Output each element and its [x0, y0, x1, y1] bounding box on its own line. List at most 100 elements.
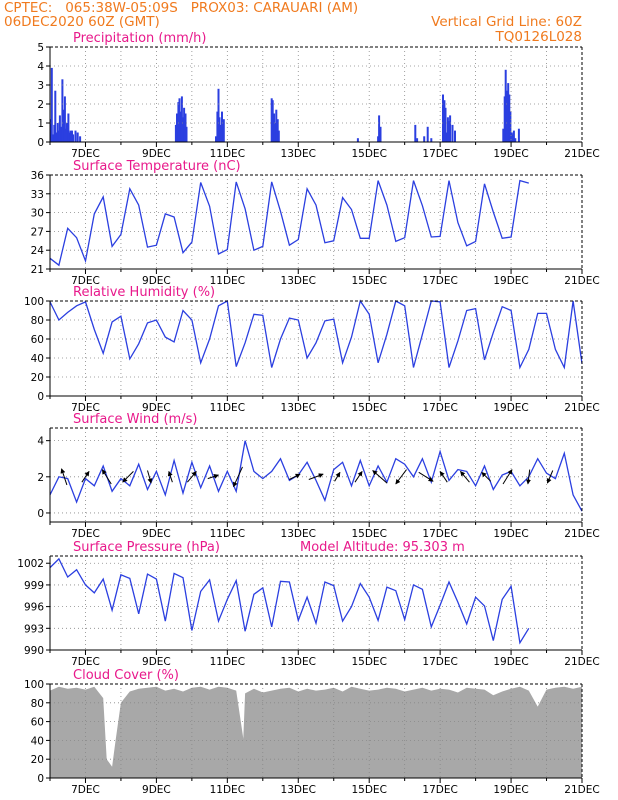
precip-bar [74, 130, 77, 142]
precip-bar [356, 138, 359, 142]
precip-bar [426, 126, 429, 142]
run-code: TQ0126L028 [495, 29, 582, 45]
precip-bar [430, 138, 433, 142]
precip-bar [185, 126, 188, 142]
precip-bar [54, 90, 57, 142]
precip-bar [51, 134, 54, 142]
cloud-y-tick-label: 0 [37, 773, 44, 785]
precip-y-tick-label: 1 [37, 118, 44, 130]
station-header: CPTEC: 065:38W-05:09S PROX03: CARAUARI (… [4, 0, 359, 16]
precip-bar [79, 136, 82, 142]
precip-bar [68, 132, 71, 142]
wind-series-line [49, 440, 583, 512]
pressure-x-tick-label: 17DEC [422, 656, 457, 668]
wind-y-tick-label: 0 [37, 508, 44, 520]
precip-bar [180, 96, 183, 142]
pressure-title: Surface Pressure (hPa) [73, 540, 220, 555]
temp-x-tick-label: 11DEC [210, 275, 245, 287]
precip-x-tick-label: 13DEC [281, 148, 316, 160]
wind-y-tick-label: 2 [37, 472, 44, 484]
rh-y-tick-label: 40 [31, 353, 44, 365]
cloud-cover-area [50, 686, 582, 778]
precip-bar [69, 130, 72, 142]
precip-bar [454, 130, 456, 142]
precip-bar [182, 117, 184, 142]
precip-bar [183, 107, 186, 142]
temp-x-tick-label: 17DEC [422, 275, 457, 287]
pressure-x-tick-label: 11DEC [210, 656, 245, 668]
precip-bar [445, 132, 448, 142]
precip-bar [58, 115, 61, 142]
precip-bar [517, 128, 520, 142]
precip-bar [174, 124, 177, 142]
cloud-y-tick-label: 80 [31, 698, 44, 710]
wind-title: Surface Wind (m/s) [73, 412, 197, 427]
wind-y-tick-label: 4 [37, 436, 44, 448]
pressure-y-tick-label: 990 [24, 645, 44, 657]
precip-bar [451, 124, 454, 142]
precip-bar [55, 132, 58, 142]
precip-bar [271, 100, 274, 142]
rh-x-tick-label: 11DEC [210, 402, 245, 414]
precip-bar [222, 119, 225, 142]
wind-x-tick-label: 9DEC [142, 528, 171, 540]
precip-bar [276, 119, 279, 142]
wind-vector [418, 471, 434, 482]
precip-bar [62, 109, 65, 142]
temp-series-line [49, 179, 529, 267]
cloud-y-tick-label: 20 [31, 754, 44, 766]
pressure-annotation: Model Altitude: 95.303 m [300, 540, 465, 555]
pressure-x-tick-label: 21DEC [564, 656, 599, 668]
precip-bar [71, 130, 73, 142]
wind-vector [525, 469, 531, 485]
precip-bar [66, 123, 68, 142]
pressure-series-line [49, 557, 530, 645]
precip-bar [61, 79, 64, 142]
pressure-x-tick-label: 9DEC [142, 656, 171, 668]
precip-bar [273, 113, 276, 142]
temp-y-tick-label: 27 [31, 226, 44, 238]
temp-y-tick-label: 30 [31, 208, 44, 220]
cloud-title: Cloud Cover (%) [73, 668, 179, 683]
temp-y-tick-label: 24 [31, 245, 45, 257]
precip-bar [508, 94, 511, 142]
wind-vector [308, 473, 324, 480]
precip-x-tick-label: 19DEC [493, 148, 528, 160]
pressure-y-tick-label: 999 [24, 580, 44, 592]
precip-y-tick-label: 5 [37, 42, 44, 54]
rh-y-tick-label: 20 [31, 372, 44, 384]
precip-bar [379, 126, 382, 142]
wind-vector [233, 466, 243, 488]
temp-x-tick-label: 13DEC [281, 275, 316, 287]
rh-x-tick-label: 19DEC [493, 402, 528, 414]
wind-x-tick-label: 7DEC [71, 528, 100, 540]
cloud-y-tick-label: 40 [31, 735, 44, 747]
precip-bar [67, 113, 70, 142]
wind-vector [372, 470, 388, 484]
precip-bar [216, 111, 219, 142]
precip-bar [449, 115, 452, 142]
cloud-y-tick-label: 100 [24, 679, 44, 691]
precip-bar [507, 83, 510, 142]
precip-bar [423, 136, 426, 142]
cloud-x-tick-label: 19DEC [493, 784, 528, 796]
wind-x-tick-label: 19DEC [493, 528, 528, 540]
precip-bar [176, 113, 178, 142]
rh-x-tick-label: 7DEC [71, 402, 100, 414]
pressure-y-tick-label: 996 [24, 602, 44, 614]
precip-bar [512, 130, 515, 142]
rh-y-tick-label: 80 [31, 315, 44, 327]
cloud-x-tick-label: 13DEC [281, 784, 316, 796]
wind-x-tick-label: 13DEC [281, 528, 316, 540]
precip-bar [514, 138, 517, 142]
wind-x-tick-label: 21DEC [564, 528, 599, 540]
precip-bar [219, 124, 222, 142]
precip-bar [275, 109, 278, 142]
precip-bar [179, 111, 182, 142]
precip-bar [50, 67, 53, 142]
wind-vector [546, 470, 554, 484]
precip-bar [72, 134, 75, 142]
precip-x-tick-label: 11DEC [210, 148, 245, 160]
precip-bar [442, 94, 444, 142]
precip-x-tick-label: 9DEC [142, 148, 171, 160]
